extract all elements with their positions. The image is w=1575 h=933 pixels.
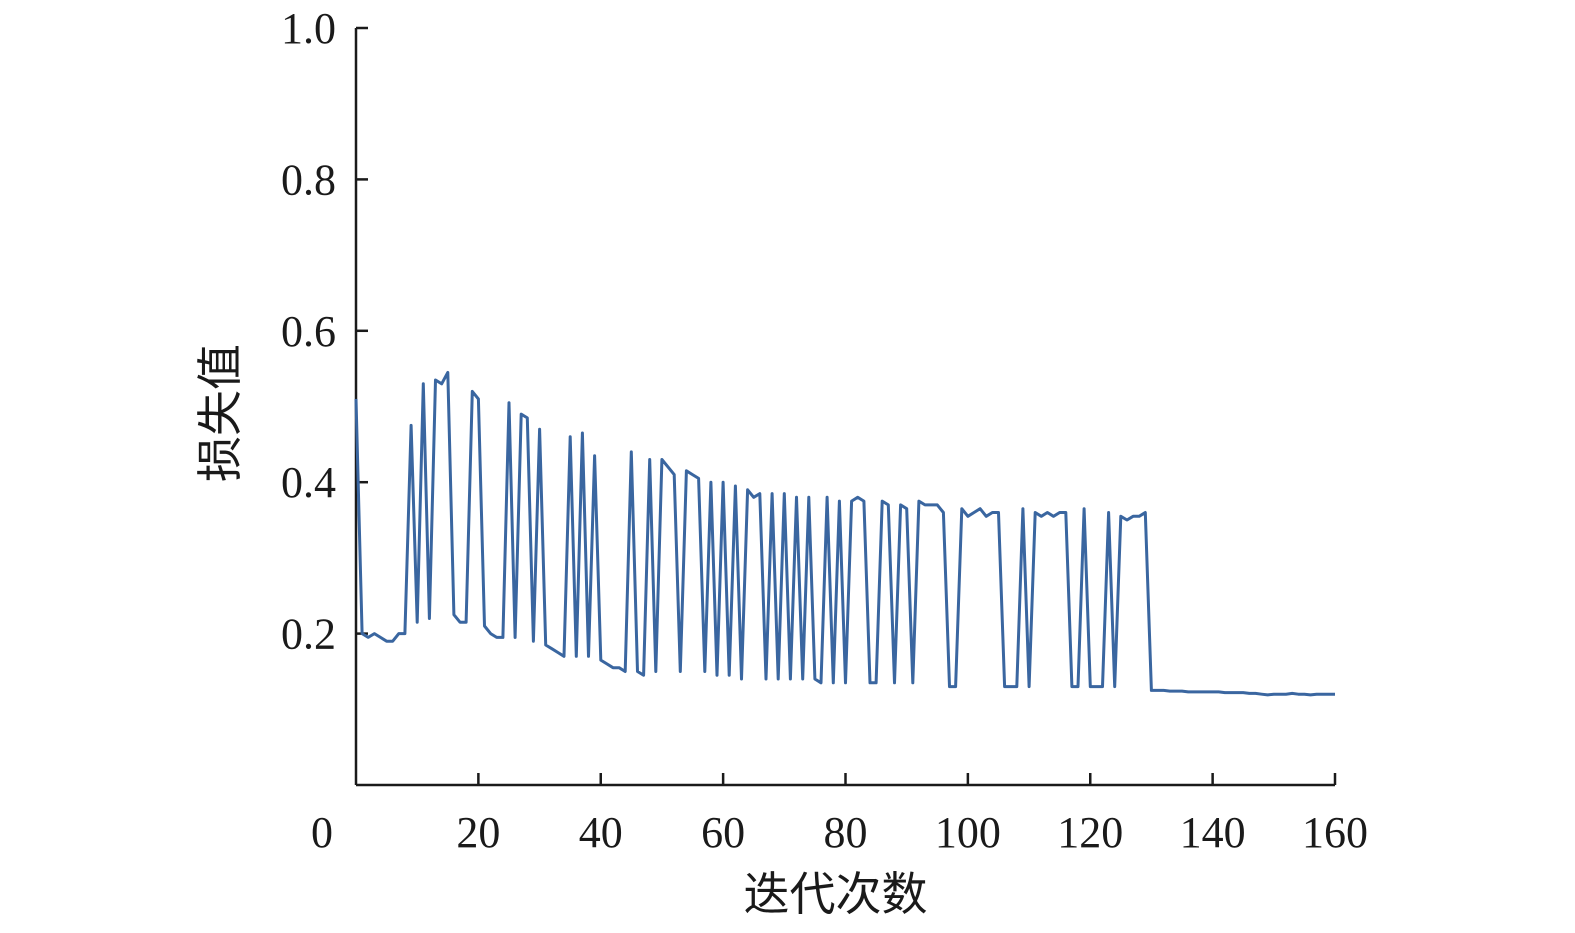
x-tick-label: 120	[1057, 808, 1123, 857]
x-tick-label: 40	[579, 808, 623, 857]
x-tick-label: 100	[935, 808, 1001, 857]
x-tick-label: 160	[1302, 808, 1368, 857]
y-tick-label: 0.4	[281, 458, 336, 507]
y-axis-title: 损失值	[193, 344, 247, 482]
x-tick-label: 80	[824, 808, 868, 857]
x-axis-title: 迭代次数	[744, 867, 928, 921]
series-group	[354, 370, 1335, 697]
x-tick-label: 60	[701, 808, 745, 857]
y-tick-label: 0.2	[281, 610, 336, 659]
x-ticks: 0 20 40 60 80 100 120 140 160	[311, 773, 1368, 857]
series-line	[354, 370, 1335, 697]
x-tick-label: 0	[311, 808, 333, 857]
y-tick-label: 0.8	[281, 155, 336, 204]
x-tick-label: 20	[456, 808, 500, 857]
y-tick-label: 0.6	[281, 307, 336, 356]
y-ticks: 0.2 0.4 0.6 0.8 1.0	[281, 4, 368, 659]
x-tick-label: 140	[1180, 808, 1246, 857]
y-tick-label: 1.0	[281, 4, 336, 53]
